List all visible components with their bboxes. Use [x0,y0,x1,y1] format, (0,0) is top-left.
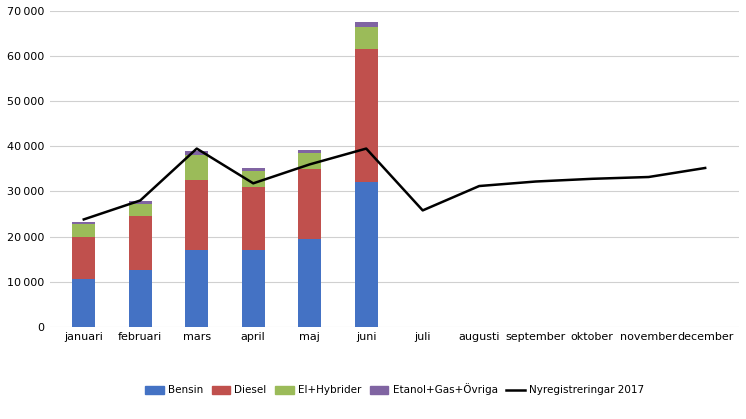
Legend: Bensin, Diesel, El+Hybrider, Etanol+Gas+Övriga, Nyregistreringar 2017: Bensin, Diesel, El+Hybrider, Etanol+Gas+… [141,380,648,400]
Bar [355,182,377,327]
Bar [298,150,321,153]
Bar [298,169,321,239]
Bar [72,222,95,224]
Bar [355,27,377,49]
Bar [186,250,208,327]
Bar [242,168,265,171]
Bar [72,279,95,327]
Bar [242,187,265,250]
Bar [129,216,151,270]
Bar [129,270,151,327]
Bar [355,49,377,182]
Bar [242,171,265,187]
Bar [72,224,95,237]
Bar [186,155,208,180]
Bar [129,202,151,204]
Bar [298,239,321,327]
Bar [242,250,265,327]
Bar [129,204,151,216]
Bar [355,22,377,27]
Bar [72,237,95,279]
Bar [186,151,208,155]
Bar [186,180,208,250]
Bar [298,153,321,169]
